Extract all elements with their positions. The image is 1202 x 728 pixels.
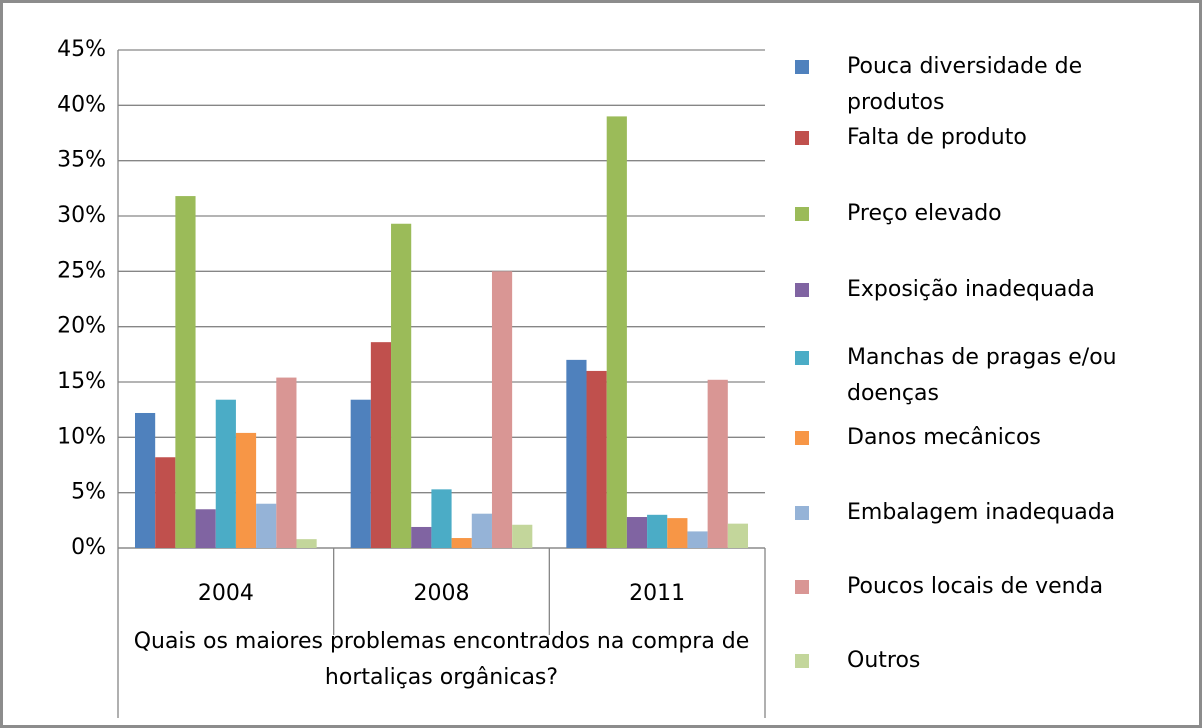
bar [707,379,728,548]
legend-label: Poucos locais de venda [847,574,1104,599]
bar [586,370,607,548]
bar [256,503,277,548]
y-tick-label: 30% [57,203,106,228]
bar [512,524,533,548]
legend-swatch [795,131,809,145]
y-tick-label: 45% [57,37,106,62]
bar [135,412,156,548]
legend-swatch [795,60,809,74]
bar [370,342,392,548]
legend-label: Manchas de pragas e/ou doenças [847,345,1117,406]
legend-swatch [795,654,809,668]
legend-label: Falta de produto [847,125,1027,150]
y-tick-label: 40% [57,92,106,117]
bar [411,526,432,548]
bar [350,399,371,548]
legend-label: Danos mecânicos [847,425,1041,450]
bar [667,518,688,548]
bar [296,539,317,548]
bar [276,377,297,548]
legend-label: Preço elevado [847,201,1002,226]
x-tick-label: 2004 [198,581,254,606]
bar [391,223,412,548]
bar [566,359,587,548]
legend-label: Pouca diversidade de produtos [847,54,1083,115]
y-tick-label: 25% [57,258,106,283]
legend-label: Outros [847,648,921,673]
bar [687,531,708,548]
bar [155,457,176,548]
bar [195,509,216,548]
bar [606,116,627,549]
legend-label: Embalagem inadequada [847,500,1116,525]
bar [431,489,452,548]
legend-swatch [795,207,809,221]
bar [471,513,492,548]
bar [215,399,236,548]
x-axis-title: Quais os maiores problemas encontrados n… [133,629,750,690]
bar [626,517,648,548]
legend-swatch [795,351,809,365]
legend-swatch [795,431,809,445]
x-tick-label: 2011 [629,581,685,606]
y-tick-label: 20% [57,314,106,339]
legend-label: Exposição inadequada [847,277,1095,302]
legend-swatch [795,506,809,520]
y-tick-label: 10% [57,424,106,449]
legend-swatch [795,580,809,594]
bar [727,523,748,548]
bar [175,196,196,548]
bar [235,432,257,548]
y-tick-label: 0% [71,535,106,560]
legend-swatch [795,283,809,297]
y-tick-label: 35% [57,148,106,173]
x-tick-label: 2008 [414,581,470,606]
bar [647,514,668,548]
y-tick-label: 5% [71,480,106,505]
bar [451,538,472,548]
y-tick-label: 15% [57,369,106,394]
bar [491,271,513,548]
